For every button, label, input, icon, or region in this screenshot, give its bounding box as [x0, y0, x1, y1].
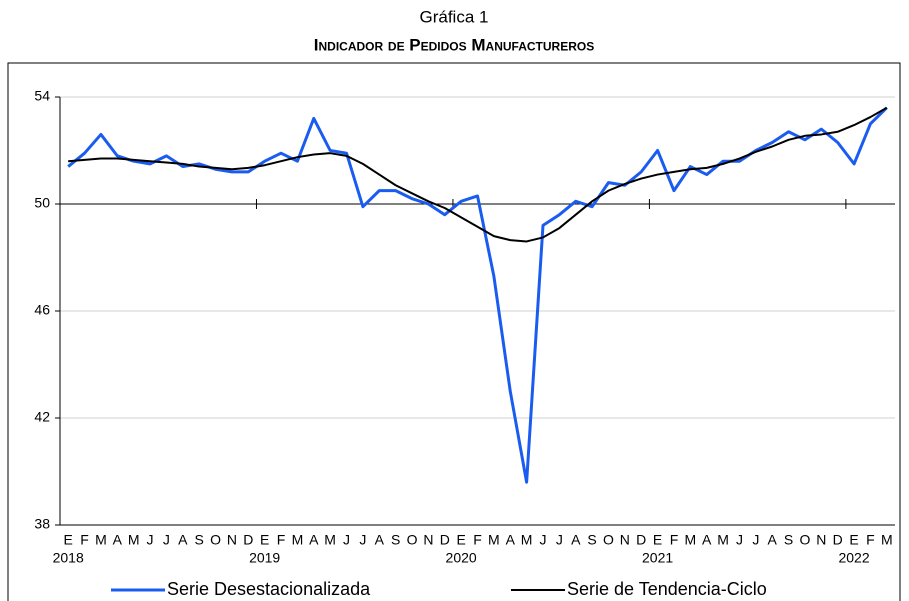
x-tick-label: N: [816, 532, 826, 548]
legend-label: Serie Desestacionalizada: [167, 579, 371, 599]
chart-title: Gráfica 1: [420, 7, 489, 26]
x-tick-label: M: [717, 532, 729, 548]
x-tick-label: N: [620, 532, 630, 548]
y-tick-label: 50: [34, 195, 50, 211]
year-label: 2021: [642, 550, 673, 566]
x-tick-label: A: [309, 532, 319, 548]
x-tick-label: E: [456, 532, 465, 548]
y-tick-label: 42: [34, 409, 50, 425]
x-tick-label: A: [178, 532, 188, 548]
x-tick-label: D: [440, 532, 450, 548]
x-tick-label: M: [324, 532, 336, 548]
x-tick-label: J: [147, 532, 154, 548]
x-tick-label: J: [343, 532, 350, 548]
y-tick-label: 54: [34, 88, 50, 104]
legend-label: Serie de Tendencia-Ciclo: [567, 579, 767, 599]
x-tick-label: E: [64, 532, 73, 548]
x-tick-label: F: [80, 532, 89, 548]
x-tick-label: M: [521, 532, 533, 548]
chart-frame: [7, 62, 901, 601]
x-tick-label: D: [636, 532, 646, 548]
y-tick-label: 38: [34, 516, 50, 532]
x-tick-label: A: [506, 532, 516, 548]
x-tick-label: M: [128, 532, 140, 548]
x-tick-label: N: [227, 532, 237, 548]
x-tick-label: F: [277, 532, 286, 548]
series-line: [68, 106, 888, 243]
x-tick-label: A: [375, 532, 385, 548]
x-tick-label: O: [800, 532, 811, 548]
x-tick-label: A: [702, 532, 712, 548]
x-tick-label: J: [539, 532, 546, 548]
x-tick-label: A: [571, 532, 581, 548]
x-tick-label: F: [866, 532, 875, 548]
x-tick-label: O: [603, 532, 614, 548]
x-tick-label: A: [113, 532, 123, 548]
x-tick-label: J: [556, 532, 563, 548]
x-tick-label: J: [752, 532, 759, 548]
x-tick-label: A: [768, 532, 778, 548]
x-tick-label: O: [407, 532, 418, 548]
chart-subtitle: Indicador de Pedidos Manufactureros: [314, 35, 594, 54]
year-label: 2019: [249, 550, 280, 566]
x-tick-label: D: [833, 532, 843, 548]
x-tick-label: J: [359, 532, 366, 548]
x-tick-label: D: [243, 532, 253, 548]
x-tick-label: E: [260, 532, 269, 548]
x-tick-label: F: [473, 532, 482, 548]
x-tick-label: M: [292, 532, 304, 548]
x-tick-label: M: [881, 532, 893, 548]
y-tick-label: 46: [34, 302, 50, 318]
x-tick-label: M: [488, 532, 500, 548]
x-tick-label: S: [587, 532, 596, 548]
year-label: 2022: [838, 550, 869, 566]
x-tick-label: O: [210, 532, 221, 548]
x-tick-label: N: [423, 532, 433, 548]
x-tick-label: S: [194, 532, 203, 548]
year-label: 2018: [53, 550, 84, 566]
x-tick-label: E: [849, 532, 858, 548]
x-tick-label: J: [736, 532, 743, 548]
year-label: 2020: [446, 550, 477, 566]
x-tick-label: S: [391, 532, 400, 548]
x-tick-label: F: [670, 532, 679, 548]
x-tick-label: E: [653, 532, 662, 548]
x-tick-label: M: [685, 532, 697, 548]
series-line: [67, 106, 888, 484]
x-tick-label: J: [163, 532, 170, 548]
x-tick-label: S: [784, 532, 793, 548]
x-tick-label: M: [95, 532, 107, 548]
